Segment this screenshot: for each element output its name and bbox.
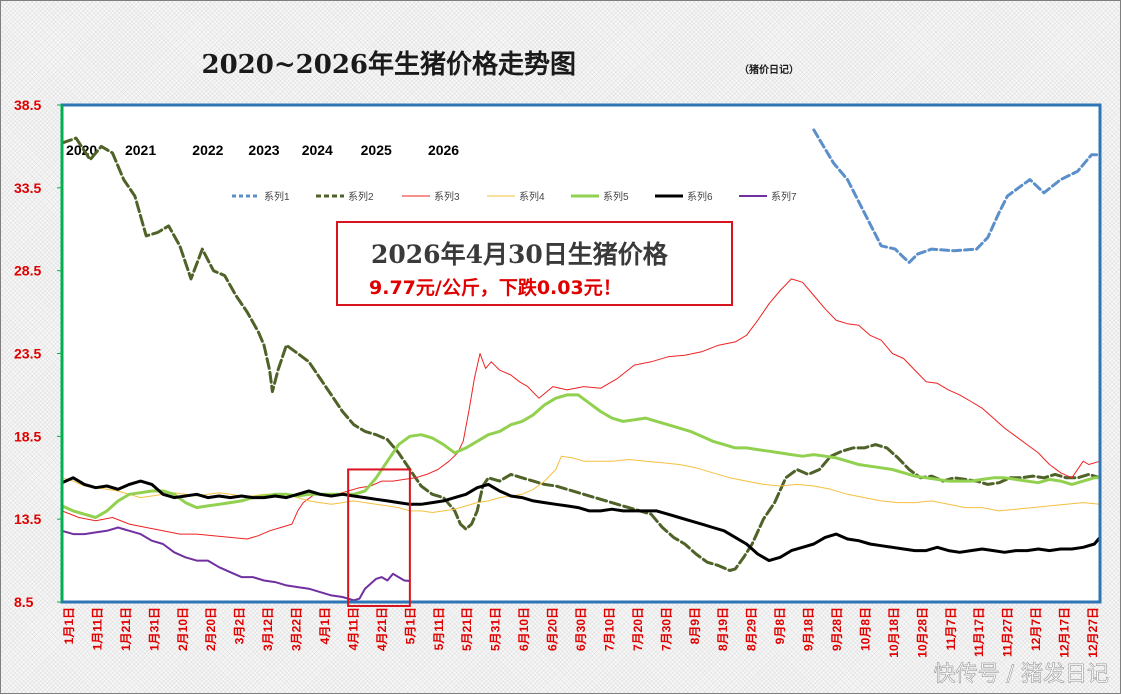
x-tick-label: 1月1日	[62, 607, 76, 644]
legend-label: 系列7	[771, 190, 797, 203]
x-tick-label: 12月27日	[1086, 607, 1100, 658]
legend-label: 系列5	[603, 190, 629, 203]
x-tick-label: 9月28日	[830, 607, 844, 651]
x-tick-label: 11月17日	[972, 607, 986, 657]
year-label: 2026	[428, 142, 459, 158]
x-tick-label: 5月1日	[403, 607, 417, 644]
annotation-title: 2026年4月30日生猪价格	[371, 240, 669, 269]
x-tick-label: 8月9日	[688, 607, 702, 644]
series-line	[60, 393, 1102, 519]
x-tick-label: 1月31日	[147, 607, 161, 651]
y-tick-label: 28.5	[14, 263, 41, 279]
x-tick-label: 4月1日	[318, 607, 332, 644]
y-tick-label: 33.5	[14, 180, 41, 196]
x-tick-label: 3月12日	[261, 607, 275, 651]
x-tick-label: 2月20日	[204, 607, 218, 651]
series-line	[61, 526, 411, 602]
x-tick-label: 10月18日	[887, 607, 901, 658]
x-tick-label: 12月7日	[1029, 607, 1043, 651]
series-line	[812, 128, 1102, 264]
y-axis-ticks: 38.5 33.5 28.5 23.5 18.5 13.5 8.5	[14, 97, 62, 610]
x-tick-label: 7月20日	[631, 607, 645, 651]
x-tick-label: 10月28日	[915, 607, 929, 658]
x-tick-label: 9月8日	[773, 607, 787, 644]
x-tick-label: 6月20日	[546, 607, 560, 651]
x-tick-label: 8月29日	[745, 607, 759, 651]
x-tick-label: 7月10日	[602, 607, 616, 651]
series-group	[60, 128, 1102, 602]
x-tick-label: 9月18日	[802, 607, 816, 651]
y-tick-label: 23.5	[14, 346, 41, 362]
year-labels: 2020 2021 2022 2023 2024 2025 2026	[66, 142, 459, 158]
series-line	[60, 476, 1102, 563]
legend-label: 系列4	[519, 190, 545, 203]
chart-subtitle: （猪价日记）	[739, 63, 799, 76]
y-tick-label: 8.5	[14, 594, 34, 610]
x-tick-label: 4月21日	[375, 607, 389, 651]
year-label: 2022	[192, 142, 223, 158]
x-tick-label: 2月10日	[176, 607, 190, 651]
x-tick-label: 3月22日	[290, 607, 304, 651]
year-label: 2023	[248, 142, 279, 158]
x-tick-label: 5月31日	[489, 607, 503, 651]
series-line	[61, 455, 1101, 513]
x-tick-label: 7月30日	[659, 607, 673, 651]
x-tick-label: 1月21日	[119, 607, 133, 651]
x-tick-label: 6月10日	[517, 607, 531, 651]
x-tick-label: 11月27日	[1001, 607, 1015, 657]
x-tick-label: 12月17日	[1058, 607, 1072, 658]
y-tick-label: 38.5	[14, 97, 41, 113]
legend-label: 系列1	[264, 190, 290, 203]
x-axis-ticks: 1月1日 1月11日 1月21日 1月31日 2月10日 2月20日 3月2日 3月12日 3月…	[62, 607, 1100, 658]
legend-label: 系列6	[687, 190, 713, 203]
plot-area	[62, 105, 1100, 602]
series-line	[61, 278, 1101, 540]
legend-label: 系列3	[434, 190, 460, 203]
legend-label: 系列2	[348, 190, 374, 203]
annotation-box	[336, 221, 733, 306]
x-tick-label: 6月30日	[574, 607, 588, 651]
y-tick-label: 18.5	[14, 428, 41, 444]
year-label: 2020	[66, 142, 97, 158]
x-tick-label: 11月7日	[944, 607, 958, 650]
year-label: 2021	[125, 142, 156, 158]
year-label: 2025	[361, 142, 392, 158]
x-tick-label: 5月11日	[432, 607, 446, 650]
x-tick-label: 4月11日	[346, 607, 360, 650]
x-tick-label: 5月21日	[460, 607, 474, 651]
y-tick-label: 13.5	[14, 511, 41, 527]
x-tick-label: 8月19日	[716, 607, 730, 651]
chart-title: 2020~2026年生猪价格走势图	[201, 49, 576, 80]
annotation-text: 9.77元/公斤，下跌0.03元！	[369, 276, 622, 299]
watermark-text: 快传号 / 猪发日记	[934, 662, 1109, 687]
x-tick-label: 1月11日	[90, 607, 104, 650]
highlight-box	[347, 468, 411, 608]
year-label: 2024	[302, 142, 333, 158]
x-tick-label: 10月8日	[858, 607, 872, 651]
x-tick-label: 3月2日	[233, 607, 247, 644]
legend: 系列1 系列2 系列3 系列4 系列5 系列6 系列7	[232, 190, 797, 203]
